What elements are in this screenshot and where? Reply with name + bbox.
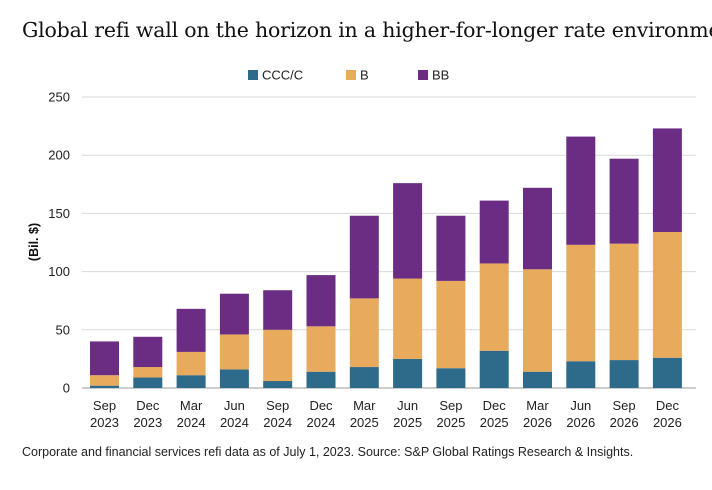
bar-segment-bb	[219, 293, 249, 335]
y-axis-label: (Bil. $)	[27, 223, 41, 261]
bar-segment-bb	[393, 183, 423, 279]
bar-segment-b	[263, 329, 293, 382]
bar-segment-bb	[436, 215, 466, 281]
x-tick-label: Dec 2023	[133, 398, 162, 430]
bar-segment-bb	[349, 215, 379, 299]
bar-segment-ccc-c	[349, 367, 379, 388]
y-tick-label: 0	[63, 381, 70, 396]
bar-segment-ccc-c	[90, 385, 119, 388]
x-tick-label: Mar 2026	[523, 398, 552, 430]
bar-segment-b	[436, 280, 466, 369]
legend-label: BB	[432, 68, 449, 83]
bar-segment-b	[523, 269, 552, 372]
bar-segment-bb	[263, 290, 293, 330]
gridlines	[82, 96, 696, 389]
x-tick-label: Sep 2024	[263, 398, 292, 430]
legend-item: CCC/C	[248, 68, 303, 83]
x-tick-label: Dec 2025	[480, 398, 509, 430]
bar-segment-b	[652, 232, 682, 358]
bar-segment-ccc-c	[609, 360, 639, 388]
bar-segment-b	[349, 298, 379, 368]
bar-segment-b	[566, 244, 596, 362]
bar-segment-bb	[652, 128, 682, 233]
chart-title: Global refi wall on the horizon in a hig…	[22, 18, 712, 42]
legend-swatch	[418, 70, 428, 80]
bar-segment-ccc-c	[219, 369, 249, 388]
bar-segment-ccc-c	[523, 371, 552, 388]
bar-segment-b	[479, 263, 509, 351]
bar-segment-b	[219, 334, 249, 370]
bar-segment-b	[133, 367, 163, 378]
bar-segment-ccc-c	[479, 350, 509, 388]
legend: CCC/C B BB	[248, 68, 449, 83]
x-tick-label: Jun 2024	[220, 398, 249, 430]
bar-segment-ccc-c	[306, 371, 336, 388]
legend-label: B	[360, 68, 369, 83]
y-tick-label: 100	[48, 264, 70, 279]
bar-segment-b	[393, 278, 423, 359]
x-axis-ticks: Sep 2023 Dec 2023 Mar 2024 Jun 2024 Sep 2024 Dec 20…	[90, 398, 682, 430]
legend-label: CCC/C	[262, 68, 303, 83]
y-tick-label: 150	[48, 206, 70, 221]
bar-segment-ccc-c	[393, 358, 423, 388]
footnote: Corporate and financial services refi da…	[22, 445, 634, 459]
bar-segment-bb	[133, 336, 163, 368]
bar-segment-bb	[609, 158, 639, 244]
bar-segment-bb	[90, 341, 119, 376]
bar-segment-bb	[176, 308, 206, 352]
bar-segment-ccc-c	[263, 381, 293, 388]
bar-segment-ccc-c	[652, 357, 682, 388]
legend-item: BB	[418, 68, 449, 83]
x-tick-label: Mar 2025	[350, 398, 379, 430]
y-axis-ticks: 0 50 100 150 200 250	[48, 90, 70, 396]
x-tick-label: Mar 2024	[177, 398, 206, 430]
y-tick-label: 250	[48, 90, 70, 105]
y-tick-label: 200	[48, 148, 70, 163]
bars	[90, 128, 682, 388]
bar-segment-ccc-c	[176, 375, 206, 388]
x-tick-label: Jun 2026	[566, 398, 595, 430]
bar-segment-b	[176, 351, 206, 376]
bar-segment-bb	[566, 136, 596, 245]
bar-segment-ccc-c	[436, 368, 466, 388]
x-tick-label: Dec 2026	[653, 398, 682, 430]
bar-segment-bb	[523, 187, 552, 270]
legend-swatch	[346, 70, 356, 80]
y-tick-label: 50	[56, 322, 70, 337]
legend-item: B	[346, 68, 369, 83]
x-tick-label: Sep 2026	[610, 398, 639, 430]
bar-segment-b	[90, 375, 119, 386]
bar-segment-ccc-c	[133, 377, 163, 388]
bar-segment-b	[306, 326, 336, 372]
bar-segment-bb	[479, 200, 509, 264]
bar-segment-ccc-c	[566, 361, 596, 388]
legend-swatch	[248, 70, 258, 80]
bar-segment-bb	[306, 275, 336, 327]
x-tick-label: Jun 2025	[393, 398, 422, 430]
x-tick-label: Dec 2024	[307, 398, 336, 430]
x-tick-label: Sep 2023	[90, 398, 119, 430]
x-tick-label: Sep 2025	[436, 398, 465, 430]
bar-segment-b	[609, 243, 639, 361]
